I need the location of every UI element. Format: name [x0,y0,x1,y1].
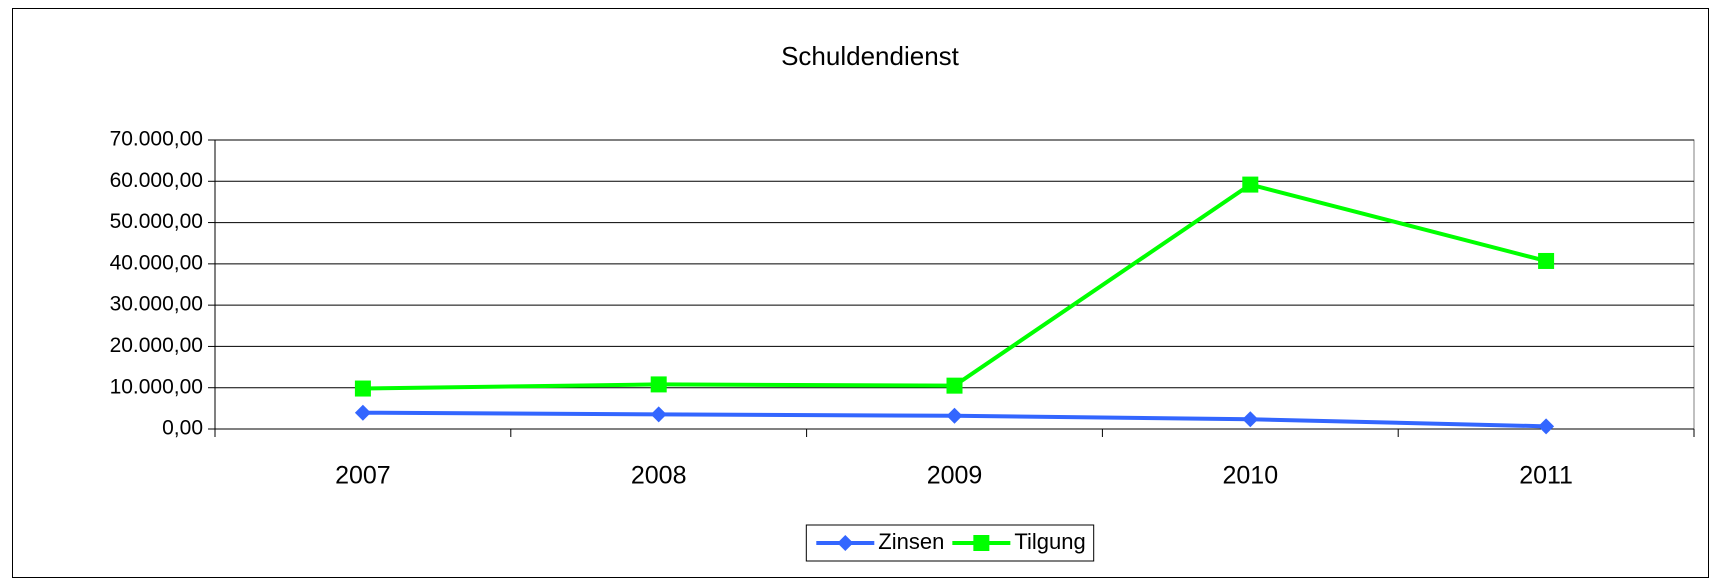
y-tick-label: 30.000,00 [110,293,203,316]
y-tick-label: 50.000,00 [110,210,203,233]
marker [1242,176,1259,193]
marker [1538,252,1555,269]
marker [354,380,371,397]
y-tick-label: 40.000,00 [110,251,203,274]
marker [1538,418,1555,435]
marker [946,377,963,394]
chart-title: Schuldendienst [781,41,960,71]
legend-label: Zinsen [878,529,944,554]
x-tick-label: 2007 [335,462,391,490]
legend-label: Tilgung [1014,529,1085,554]
marker [1242,411,1259,428]
legend: Zinsen Tilgung [805,524,1095,562]
marker [354,404,371,421]
x-tick-label: 2008 [631,462,687,490]
y-tick-label: 60.000,00 [110,169,203,192]
y-tick-label: 70.000,00 [110,128,203,151]
x-tick-label: 2010 [1222,462,1278,490]
x-tick-label: 2011 [1519,462,1573,490]
marker [650,406,667,423]
marker [973,535,990,551]
x-tick-label: 2009 [927,462,983,490]
marker [946,407,963,424]
y-tick-label: 0,00 [162,417,203,440]
y-tick-label: 10.000,00 [110,375,203,398]
marker [837,535,854,551]
y-tick-label: 20.000,00 [110,334,203,357]
marker [650,376,667,393]
